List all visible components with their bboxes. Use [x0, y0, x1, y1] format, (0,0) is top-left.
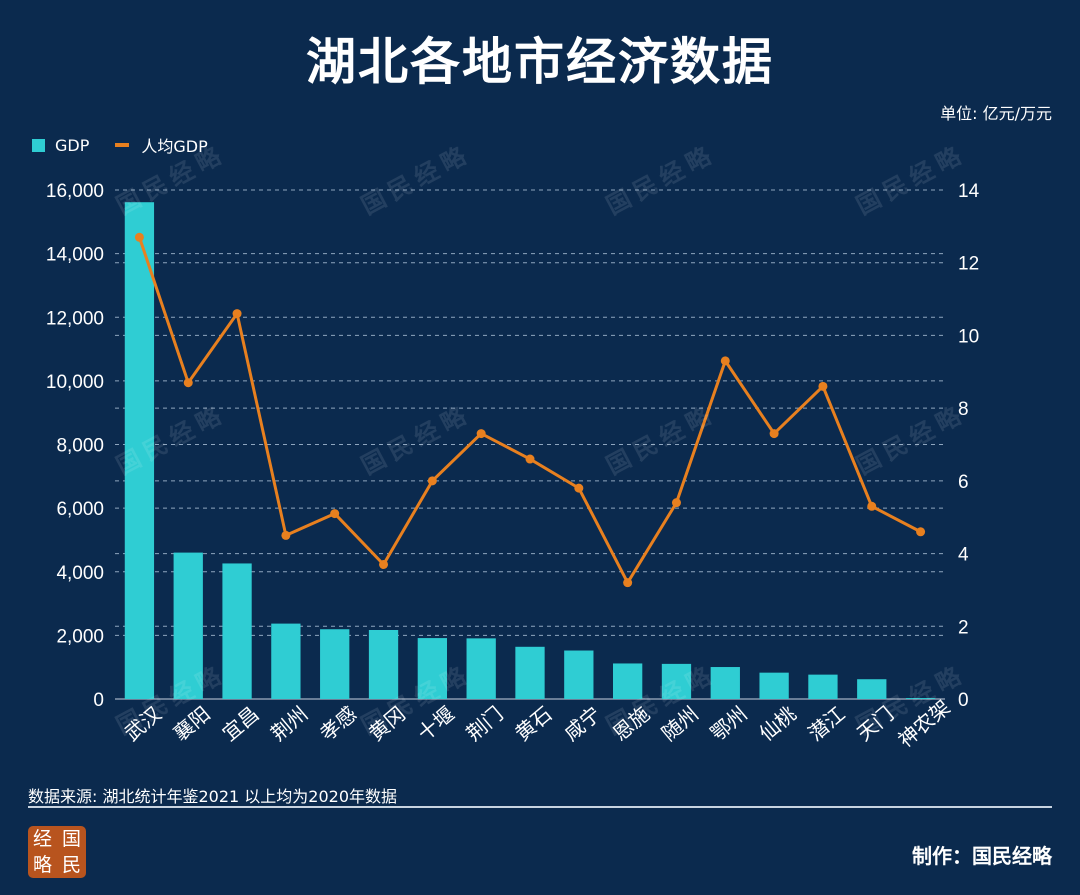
gdp-bar — [661, 663, 692, 699]
legend-label-gdp: GDP — [55, 135, 90, 155]
y-left-tick-label: 8,000 — [56, 436, 104, 457]
y-right-tick-label: 8 — [958, 399, 969, 420]
y-right-tick-label: 4 — [958, 545, 969, 566]
y-left-tick-label: 4,000 — [56, 563, 104, 584]
gdp-bar — [368, 629, 399, 699]
per-capita-point — [134, 232, 144, 242]
y-right-tick-label: 6 — [958, 472, 969, 493]
x-tick-label: 宜昌 — [218, 702, 264, 746]
legend-label-per-capita: 人均GDP — [141, 137, 208, 156]
gdp-bar — [905, 698, 936, 699]
data-source: 数据来源: 湖北统计年鉴2021 以上均为2020年数据 — [28, 787, 398, 806]
x-tick-label: 潜江 — [803, 702, 849, 746]
x-tick-label: 孝感 — [315, 702, 361, 746]
gdp-bar — [222, 563, 252, 699]
gdp-bar — [515, 646, 545, 699]
y-right-tick-label: 12 — [958, 254, 979, 275]
per-capita-point — [916, 527, 926, 537]
y-right-tick-label: 14 — [958, 181, 980, 202]
gdp-bar — [613, 663, 643, 699]
legend-item-gdp: GDP — [32, 136, 89, 155]
logo-char: 略 — [32, 854, 52, 876]
footer-divider — [28, 806, 1052, 808]
x-tick-label: 恩施 — [608, 702, 654, 746]
gdp-bar — [271, 623, 301, 699]
gdp-bar — [808, 674, 838, 699]
gdp-bar — [759, 672, 789, 699]
gdp-bar — [173, 552, 203, 699]
per-capita-point — [183, 378, 193, 388]
x-tick-label: 鄂州 — [706, 702, 752, 746]
per-capita-point — [232, 309, 242, 319]
y-right-tick-label: 10 — [958, 326, 979, 347]
unit-label: 单位: 亿元/万元 — [940, 104, 1052, 123]
brand-logo: 经 国 略 民 — [28, 826, 86, 878]
y-right-tick-label: 2 — [958, 617, 969, 638]
per-capita-point — [427, 476, 437, 486]
per-capita-point — [281, 530, 291, 540]
y-left-tick-label: 0 — [93, 690, 104, 711]
gdp-bar — [564, 650, 594, 699]
x-tick-label: 武汉 — [120, 702, 166, 746]
chart-svg: 0 2,000 4,000 6,000 8,000 10,000 12,000 14,000 1… — [46, 181, 980, 752]
legend-swatch-per-capita — [115, 143, 130, 147]
y-left-tick-label: 16,000 — [46, 181, 104, 202]
legend-item-per-capita: 人均GDP — [115, 133, 208, 157]
per-capita-point — [379, 559, 389, 569]
per-capita-point — [671, 498, 681, 508]
y-left-tick-label: 14,000 — [46, 245, 104, 266]
legend: GDP 人均GDP — [32, 133, 234, 157]
per-capita-point — [867, 501, 877, 511]
per-capita-point — [769, 429, 779, 439]
gdp-bar — [124, 202, 155, 699]
x-tick-label: 天门 — [852, 702, 898, 746]
x-tick-label: 随州 — [657, 702, 703, 746]
maker-credit: 制作：国民经略 — [912, 844, 1052, 868]
gdp-bar — [320, 629, 350, 699]
y-left-tick-label: 2,000 — [56, 626, 104, 647]
x-tick-label: 黄冈 — [364, 702, 410, 746]
per-capita-point — [623, 578, 633, 588]
gdp-bar — [857, 679, 887, 699]
gdp-bar — [466, 638, 496, 699]
x-tick-label: 仙桃 — [755, 702, 801, 746]
per-capita-point — [476, 429, 486, 439]
x-tick-label: 襄阳 — [169, 702, 215, 746]
gdp-bar — [710, 667, 740, 699]
x-tick-label: 荆门 — [462, 702, 508, 746]
per-capita-point — [330, 509, 340, 519]
x-tick-label: 黄石 — [510, 702, 556, 746]
y-left-tick-label: 10,000 — [46, 372, 104, 393]
x-tick-label: 神农架 — [893, 695, 954, 752]
per-capita-point — [818, 381, 828, 391]
y-left-tick-label: 12,000 — [46, 308, 104, 329]
per-capita-point — [574, 483, 584, 493]
x-tick-label: 荆州 — [266, 702, 312, 746]
chart-title: 湖北各地市经济数据 — [306, 33, 774, 91]
per-capita-line — [137, 236, 922, 585]
y-left-tick-label: 6,000 — [56, 499, 104, 520]
legend-swatch-gdp — [32, 138, 45, 152]
y-right-tick-label: 0 — [958, 690, 969, 711]
logo-char: 国 — [61, 828, 81, 850]
x-tick-label: 咸宁 — [559, 702, 605, 746]
gdp-bar — [417, 638, 447, 699]
logo-char: 民 — [61, 854, 81, 876]
per-capita-point — [720, 356, 730, 366]
logo-char: 经 — [32, 828, 52, 850]
x-tick-label: 十堰 — [413, 702, 459, 746]
per-capita-point — [525, 454, 535, 464]
